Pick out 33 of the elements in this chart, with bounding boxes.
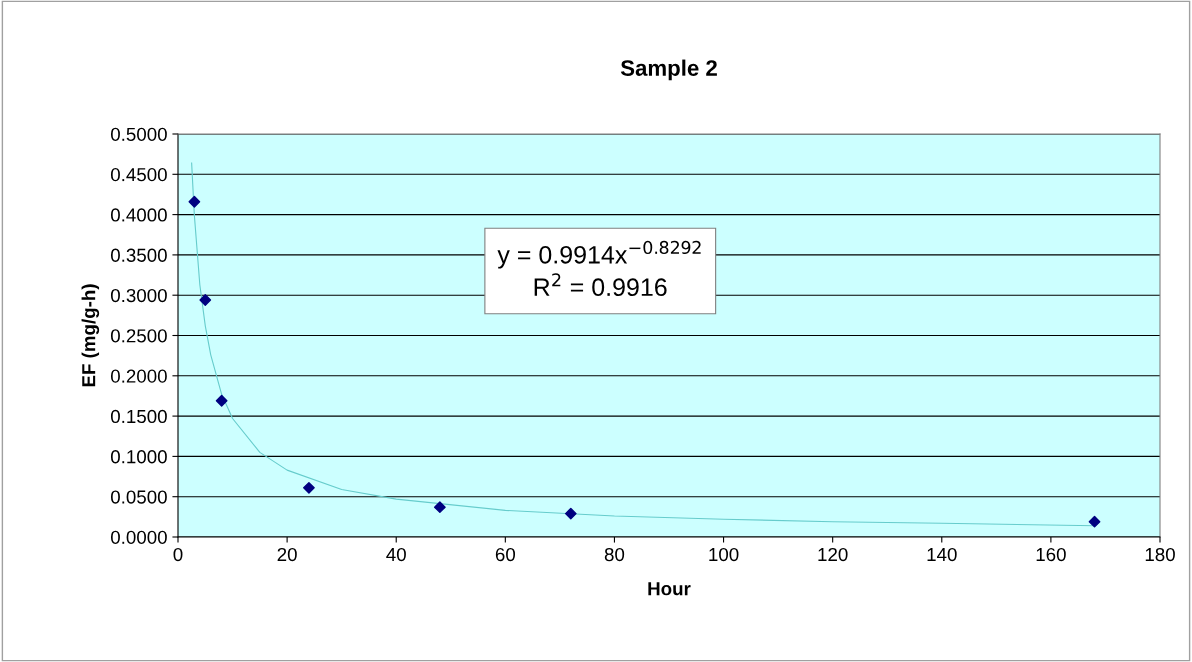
y-tick-label: 0.4500 <box>110 168 167 182</box>
y-tick-label: 0.2500 <box>110 329 167 343</box>
x-tick-label: 40 <box>386 547 406 562</box>
x-tick-label: 60 <box>495 547 516 562</box>
chart-title: Sample 2 <box>620 59 717 81</box>
y-axis-title: EF (mg/g-h) <box>81 284 100 387</box>
y-tick-label: 0.3500 <box>110 248 167 262</box>
point <box>564 507 577 520</box>
annotation: y = 0.9914x$^{−0.8292}$ <box>497 240 701 269</box>
x-tick-label: 80 <box>604 547 625 562</box>
point <box>215 394 228 407</box>
y-tick-label: 0.4000 <box>110 208 167 222</box>
point <box>433 501 446 514</box>
point <box>199 294 212 306</box>
point <box>188 195 201 208</box>
y-tick-label: 0.1000 <box>110 450 167 464</box>
y-tick-label: 0.0000 <box>110 530 167 544</box>
point <box>1088 515 1101 528</box>
x-tick-label: 180 <box>1145 547 1175 562</box>
x-tick-label: 0 <box>173 547 183 562</box>
y-tick-label: 0.1500 <box>110 409 167 424</box>
x-axis-title: Hour <box>648 582 691 596</box>
x-tick-label: 160 <box>1036 547 1066 562</box>
x-tick-label: 100 <box>709 547 739 562</box>
x-tick-label: 120 <box>818 547 848 562</box>
y-tick-label: 0.5000 <box>110 127 167 141</box>
x-tick-label: 140 <box>927 547 957 562</box>
y-tick-label: 0.0500 <box>110 490 167 504</box>
annotation: R$^{2}$ = 0.9916 <box>534 273 667 297</box>
point <box>303 481 315 494</box>
x-tick-label: 20 <box>277 547 297 562</box>
y-tick-label: 0.2000 <box>110 369 167 383</box>
y-tick-label: 0.3000 <box>110 288 167 303</box>
